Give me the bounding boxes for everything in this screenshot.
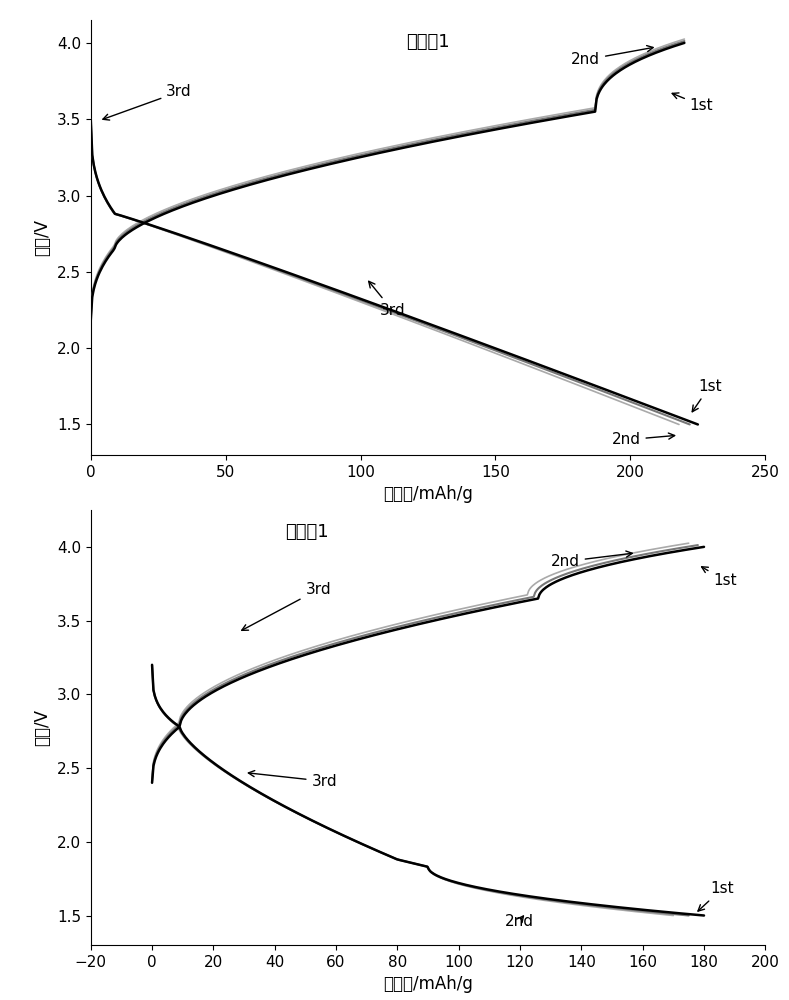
Text: 3rd: 3rd — [368, 281, 405, 318]
X-axis label: 比容量/mAh/g: 比容量/mAh/g — [383, 485, 473, 503]
Text: 3rd: 3rd — [249, 771, 337, 789]
Text: 1st: 1st — [698, 881, 734, 911]
Text: 1st: 1st — [672, 93, 713, 113]
Text: 1st: 1st — [692, 379, 721, 412]
Text: 2nd: 2nd — [571, 46, 653, 67]
Text: 2nd: 2nd — [611, 432, 675, 447]
Text: 2nd: 2nd — [551, 551, 632, 569]
Y-axis label: 电压/V: 电压/V — [33, 219, 51, 256]
X-axis label: 比容量/mAh/g: 比容量/mAh/g — [383, 975, 473, 993]
Y-axis label: 电压/V: 电压/V — [33, 709, 51, 746]
Text: 1st: 1st — [701, 567, 737, 588]
Text: 3rd: 3rd — [103, 84, 192, 120]
Text: 实施例1: 实施例1 — [406, 33, 450, 51]
Text: 2nd: 2nd — [505, 914, 533, 929]
Text: 3rd: 3rd — [241, 582, 331, 630]
Text: 比较例1: 比较例1 — [285, 523, 328, 541]
